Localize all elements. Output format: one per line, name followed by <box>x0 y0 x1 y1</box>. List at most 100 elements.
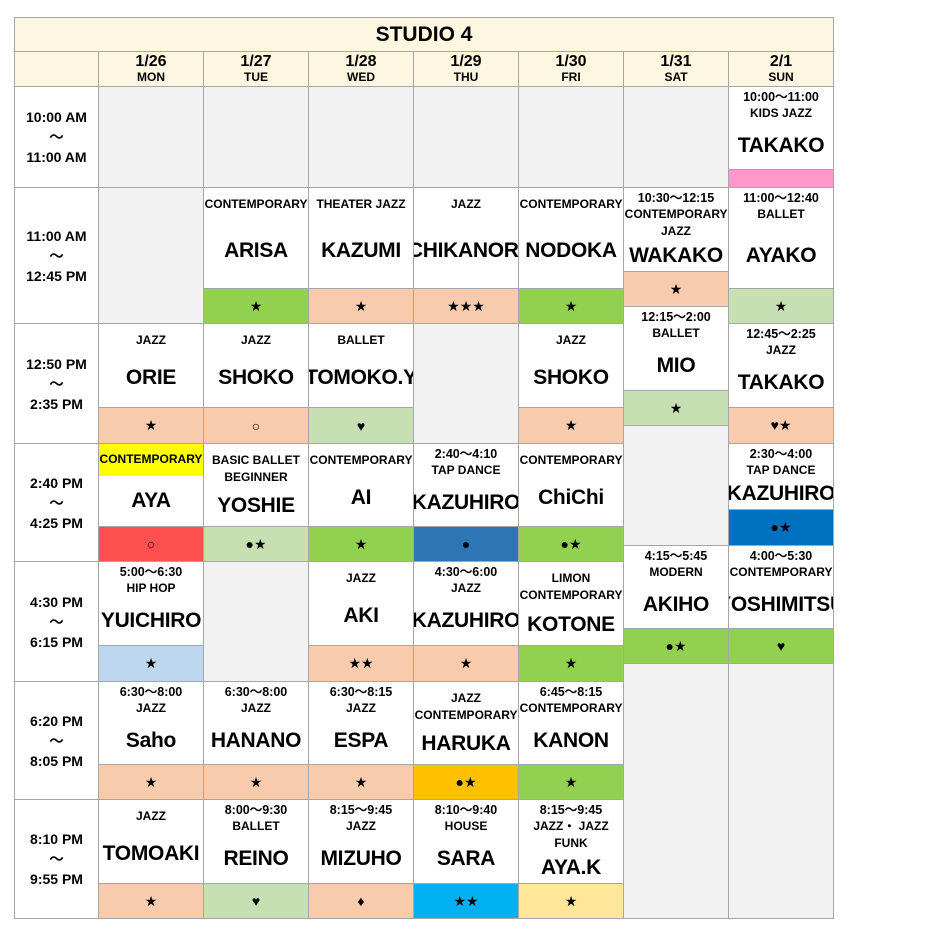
instructor: KAZUHIRO <box>413 490 519 514</box>
class-block: CONTEMPORARY AYA ○ <box>98 443 204 562</box>
empty-cell <box>623 425 729 546</box>
time-cell: 10:00 AM ～ 11:00 AM <box>14 86 99 188</box>
day-header: 2/1 SUN <box>728 51 834 87</box>
class-info: 4:30～6:00 JAZZ KAZUHIRO <box>414 562 518 645</box>
class-genre: BALLET <box>652 326 700 340</box>
class-info: CONTEMPORARY AYA <box>99 444 203 526</box>
class-info: CONTEMPORARY ChiChi <box>519 444 623 526</box>
level: ●★ <box>770 519 792 535</box>
class-genre: CONTEMPORARY <box>729 565 833 579</box>
time-sep: ～ <box>49 375 64 392</box>
time-sep: ～ <box>49 732 64 749</box>
level-bar <box>729 169 833 187</box>
class-genre: JAZZ <box>451 581 481 595</box>
class-block: 8:10～9:40 HOUSE SARA ★★ <box>413 799 519 919</box>
class-time: 6:45～8:15 <box>539 685 603 699</box>
level-bar: ★ <box>204 288 308 323</box>
class-genre: MODERN <box>649 565 703 579</box>
instructor: KANON <box>533 728 609 752</box>
instructor: AYA.K <box>541 855 601 879</box>
class-block: 2:30～4:00 TAP DANCE KAZUHIRO ●★ <box>728 443 834 546</box>
class-info: BASIC BALLET BEGINNER YOSHIE <box>204 444 308 526</box>
day-header: 1/28 WED <box>308 51 414 87</box>
instructor: HANANO <box>210 728 302 752</box>
level-bar: ★ <box>519 645 623 681</box>
class-genre: JAZZ <box>346 819 376 833</box>
instructor: NODOKA <box>525 238 617 262</box>
class-block: 8:00～9:30 BALLET REINO ♥ <box>203 799 309 919</box>
instructor: WAKAKO <box>629 243 723 267</box>
class-block: BASIC BALLET BEGINNER YOSHIE ●★ <box>203 443 309 562</box>
level: ★ <box>144 892 158 909</box>
class-info: 10:00～11:00 KIDS JAZZ TAKAKO <box>729 87 833 169</box>
time-cell: 8:10 PM ～ 9:55 PM <box>14 799 99 919</box>
class-genre: HIP HOP <box>126 581 176 595</box>
class-block: CONTEMPORARY AI ★ <box>308 443 414 562</box>
class-block: BALLET TOMOKO.Y ♥ <box>308 323 414 444</box>
time-end: 6:15 PM <box>30 633 83 650</box>
day-header: 1/31 SAT <box>623 51 729 87</box>
level: ★ <box>249 297 263 314</box>
class-info: THEATER JAZZ KAZUMI <box>309 188 413 288</box>
class-info: CONTEMPORARY NODOKA <box>519 188 623 288</box>
weekday: SAT <box>664 70 688 84</box>
level: ♦ <box>357 893 365 909</box>
class-time: 4:30～6:00 <box>434 565 498 579</box>
date: 1/30 <box>555 53 587 70</box>
class-info: 8:15～9:45 JAZZ MIZUHO <box>309 800 413 883</box>
time-start: 12:50 PM <box>26 355 87 372</box>
level: ● <box>461 536 471 552</box>
time-start: 2:40 PM <box>30 474 83 491</box>
instructor: ESPA <box>333 728 389 752</box>
class-genre: JAZZ <box>136 809 166 823</box>
empty-cell <box>623 86 729 188</box>
class-genre: CONTEMPORARY <box>519 197 623 211</box>
class-genre: CONTEMPORARY <box>519 453 623 467</box>
level: ★ <box>144 417 158 433</box>
level: ★ <box>564 655 578 671</box>
instructor: AYAKO <box>745 243 817 267</box>
class-block: JAZZ TOMOAKI ★ <box>98 799 204 919</box>
class-block: 11:00～12:40 BALLET AYAKO ★ <box>728 187 834 324</box>
level-bar: ○ <box>99 526 203 561</box>
date: 1/29 <box>450 53 482 70</box>
class-info: 12:15～2:00 BALLET MIO <box>624 307 728 390</box>
day-header: 1/29 THU <box>413 51 519 87</box>
class-genre: JAZZ <box>451 197 481 211</box>
class-genre: JAZZ <box>346 701 376 715</box>
class-info: 6:30～8:00 JAZZ Saho <box>99 682 203 764</box>
class-block: LIMON CONTEMPORARY KOTONE ★ <box>518 561 624 682</box>
empty-cell <box>413 323 519 444</box>
class-block: 8:15～9:45 JAZZ・ JAZZ FUNK AYA.K ★ <box>518 799 624 919</box>
level: ★★ <box>348 655 374 671</box>
level-bar: ● <box>414 526 518 561</box>
class-info: CONTEMPORARY ARISA <box>204 188 308 288</box>
class-info: 8:10～9:40 HOUSE SARA <box>414 800 518 883</box>
time-end: 8:05 PM <box>30 752 83 769</box>
class-block: CONTEMPORARY NODOKA ★ <box>518 187 624 324</box>
class-genre: CONTEMPORARY <box>99 444 203 476</box>
level: ★ <box>354 535 368 552</box>
level: ★ <box>459 655 473 671</box>
time-end: 4:25 PM <box>30 514 83 531</box>
level-bar: ♥ <box>729 628 833 663</box>
level-bar: ★ <box>309 526 413 561</box>
class-genre: CONTEMPORARY <box>204 197 308 211</box>
class-block: 4:30～6:00 JAZZ KAZUHIRO ★ <box>413 561 519 682</box>
class-time: 6:30～8:00 <box>224 685 288 699</box>
level: ○ <box>251 417 261 434</box>
level: ★ <box>249 773 263 790</box>
level-bar: ●★ <box>624 628 728 663</box>
class-info: JAZZ AKI <box>309 562 413 645</box>
time-cell: 2:40 PM ～ 4:25 PM <box>14 443 99 562</box>
class-genre: JAZZ <box>241 701 271 715</box>
class-genre: BALLET <box>337 333 385 347</box>
time-sep: ～ <box>49 129 64 145</box>
time-cell: 11:00 AM ～ 12:45 PM <box>14 187 99 324</box>
class-genre: CONTEMPORARY <box>519 701 623 715</box>
level: ●★ <box>560 535 582 552</box>
class-info: JAZZ SHOKO <box>519 324 623 407</box>
class-block: JAZZ SHOKO ★ <box>518 323 624 444</box>
level: ★ <box>354 773 368 790</box>
level-bar: ★ <box>99 883 203 918</box>
